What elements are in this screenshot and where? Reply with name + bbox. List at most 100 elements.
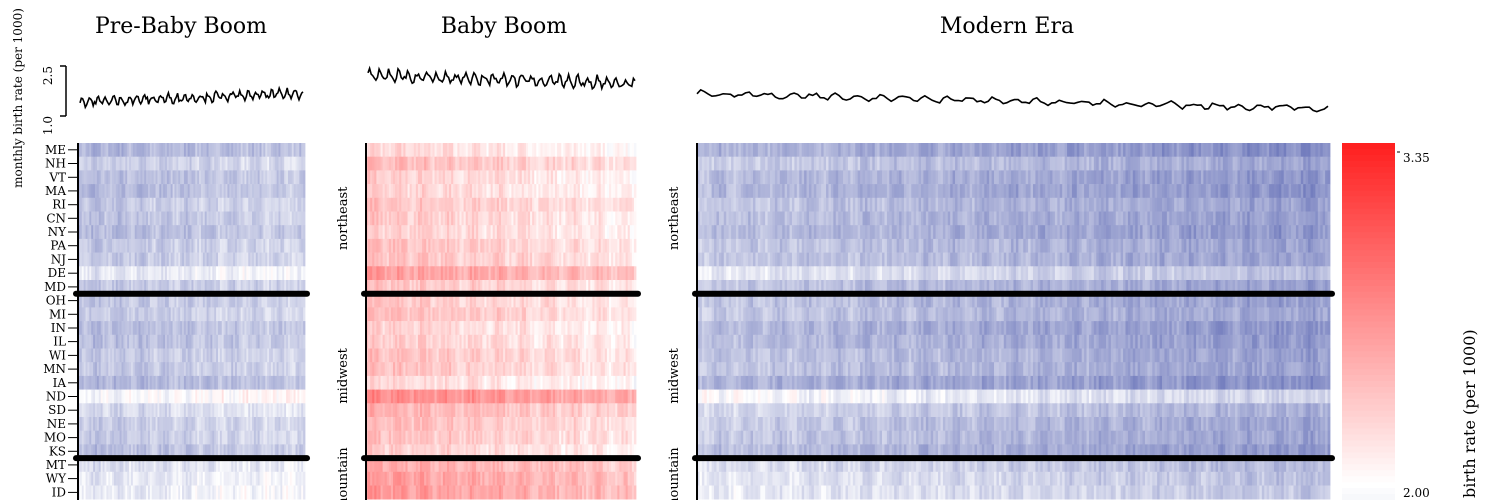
heat-cell xyxy=(297,458,300,473)
heat-cell xyxy=(267,444,270,459)
heat-cell xyxy=(457,321,460,336)
heat-cell xyxy=(577,293,581,308)
heat-cell xyxy=(536,184,539,199)
heat-cell xyxy=(170,348,173,363)
heat-cell xyxy=(259,444,262,459)
heat-cell xyxy=(170,280,173,294)
heat-cell xyxy=(91,156,94,171)
heat-cell xyxy=(142,225,145,240)
heat-cell xyxy=(257,430,260,445)
heat-cell xyxy=(195,485,198,500)
heat-cell xyxy=(559,266,562,281)
heat-cell xyxy=(467,307,471,322)
heat-cell xyxy=(627,197,631,212)
heat-cell xyxy=(523,211,527,226)
heat-cell xyxy=(555,184,558,199)
heat-cell xyxy=(438,293,442,308)
heat-cell xyxy=(106,293,109,308)
heat-cell xyxy=(204,156,208,171)
heat-cell xyxy=(185,471,189,486)
heat-cell xyxy=(513,293,516,308)
heat-cell xyxy=(104,362,107,377)
heat-cell xyxy=(217,211,221,226)
heat-cell xyxy=(550,143,554,157)
heat-cell xyxy=(221,252,225,267)
heat-cell xyxy=(172,197,175,212)
heat-cell xyxy=(523,293,527,308)
heat-cell xyxy=(83,362,86,377)
heat-cell xyxy=(463,252,467,267)
heat-cell xyxy=(102,170,105,185)
heat-cell xyxy=(191,485,194,500)
heat-cell xyxy=(119,238,122,253)
heat-cell xyxy=(172,170,175,185)
heat-cell xyxy=(204,143,208,157)
heat-cell xyxy=(142,266,145,281)
heat-cell xyxy=(619,252,622,267)
heat-cell xyxy=(494,238,498,253)
heat-cell xyxy=(185,170,189,185)
heat-cell xyxy=(151,444,155,459)
heat-cell xyxy=(98,389,102,404)
heat-cell xyxy=(235,375,238,390)
heat-cell xyxy=(100,184,103,199)
heat-cell xyxy=(130,430,134,445)
heat-cell xyxy=(187,444,191,459)
heat-cell xyxy=(289,252,293,267)
heat-cell xyxy=(263,225,266,240)
heat-cell xyxy=(130,252,134,267)
heat-cell xyxy=(229,417,232,431)
heat-cell xyxy=(127,348,130,363)
heat-cell xyxy=(442,252,446,267)
heat-cell xyxy=(132,143,136,157)
heat-cell xyxy=(236,430,240,445)
heat-cell xyxy=(157,458,160,473)
heat-cell xyxy=(261,348,264,363)
heat-cell xyxy=(422,170,425,185)
heat-cell xyxy=(459,143,462,157)
heat-cell xyxy=(399,334,402,349)
heat-cell xyxy=(474,307,477,322)
heat-cell xyxy=(615,143,618,157)
heat-cell xyxy=(633,225,637,240)
heat-cell xyxy=(248,458,251,473)
heat-cell xyxy=(176,458,179,473)
heat-cell xyxy=(584,225,587,240)
heat-cell xyxy=(303,307,306,322)
heat-cell xyxy=(380,156,384,171)
heat-cell xyxy=(204,211,208,226)
heat-cell xyxy=(548,252,552,267)
heat-cell xyxy=(187,375,191,390)
heat-cell xyxy=(125,307,128,322)
heat-cell xyxy=(584,238,587,253)
heat-cell xyxy=(212,362,215,377)
heat-cell xyxy=(525,252,529,267)
heat-cell xyxy=(146,348,149,363)
heat-cell xyxy=(600,184,604,199)
heat-cell xyxy=(127,184,130,199)
heat-cell xyxy=(528,143,531,157)
heat-cell xyxy=(130,417,134,431)
heat-cell xyxy=(151,471,155,486)
heat-cell xyxy=(217,471,221,486)
heat-cell xyxy=(565,211,568,226)
heat-cell xyxy=(376,321,379,336)
heat-cell xyxy=(538,184,541,199)
heat-cell xyxy=(146,225,149,240)
heat-cell xyxy=(119,211,122,226)
heat-cell xyxy=(422,211,425,226)
heat-cell xyxy=(490,293,494,308)
heat-cell xyxy=(503,307,506,322)
heat-cell xyxy=(403,211,406,226)
heat-cell xyxy=(374,170,377,185)
heat-cell xyxy=(276,225,279,240)
heat-cell xyxy=(259,266,262,281)
heat-cell xyxy=(189,156,192,171)
heat-cell xyxy=(399,170,402,185)
heat-cell xyxy=(197,280,200,294)
heat-cell xyxy=(289,170,293,185)
heat-cell xyxy=(172,266,175,281)
heat-cell xyxy=(206,444,209,459)
heat-cell xyxy=(193,485,196,500)
heat-cell xyxy=(231,334,234,349)
